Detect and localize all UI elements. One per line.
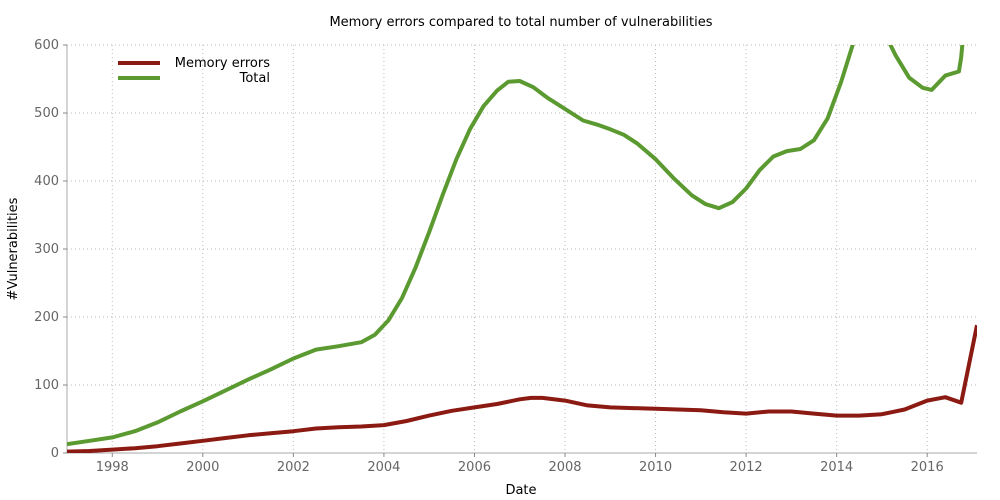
legend-label: Total <box>239 71 270 86</box>
x-tick-label: 2012 <box>730 460 763 475</box>
y-tick-label: 0 <box>51 446 59 461</box>
x-tick-label: 2002 <box>277 460 310 475</box>
y-axis-ticks: 0 100 200 300 400 500 600 <box>34 38 67 461</box>
y-tick-label: 300 <box>34 242 59 257</box>
x-axis-ticks: 1998 2000 2002 2004 2006 2008 2010 2012 2014 2016 <box>96 453 944 475</box>
x-tick-label: 2008 <box>548 460 581 475</box>
series-layer <box>67 45 977 453</box>
y-tick-label: 100 <box>34 378 59 393</box>
x-tick-label: 2000 <box>186 460 219 475</box>
y-tick-label: 200 <box>34 310 59 325</box>
x-tick-label: 2014 <box>820 460 853 475</box>
series-line-memory-errors <box>67 324 977 453</box>
x-axis-label: Date <box>505 483 536 498</box>
y-tick-label: 400 <box>34 174 59 189</box>
x-tick-label: 2016 <box>911 460 944 475</box>
x-tick-label: 2010 <box>639 460 672 475</box>
legend-label: Memory errors <box>175 56 270 71</box>
x-tick-label: 1998 <box>96 460 129 475</box>
y-tick-label: 500 <box>34 106 59 121</box>
x-tick-label: 2006 <box>458 460 491 475</box>
x-tick-label: 2004 <box>367 460 400 475</box>
y-axis-label: #Vulnerabilities <box>6 197 21 300</box>
chart-title: Memory errors compared to total number o… <box>329 15 712 30</box>
y-tick-label: 600 <box>34 38 59 53</box>
series-line-total <box>67 45 965 447</box>
grid <box>67 44 977 454</box>
